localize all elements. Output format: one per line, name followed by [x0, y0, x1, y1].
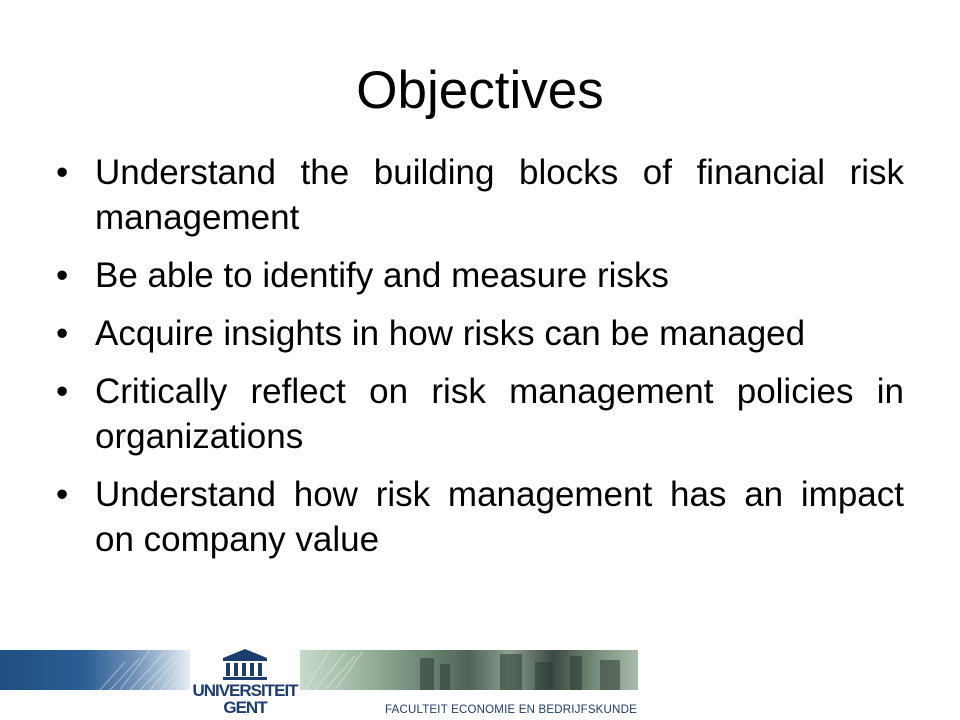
bullet-text: Acquire insights in how risks can be man…	[95, 314, 806, 353]
banner-photo-left	[0, 650, 190, 690]
bullet-text: Be able to identify and measure risks	[95, 256, 669, 295]
bullet-symbol: •	[56, 372, 69, 411]
bullet-text: Critically reflect on risk management po…	[95, 372, 904, 456]
bullet-item: • Critically reflect on risk management …	[56, 369, 904, 459]
bullet-item: • Be able to identify and measure risks	[56, 253, 904, 298]
bullet-list: • Understand the building blocks of fina…	[56, 150, 904, 575]
bullet-symbol: •	[56, 314, 69, 353]
bullet-item: • Acquire insights in how risks can be m…	[56, 311, 904, 356]
bullet-symbol: •	[56, 153, 69, 192]
university-logo: UNIVERSITEIT GENT	[190, 648, 300, 720]
bullet-item: • Understand the building blocks of fina…	[56, 150, 904, 240]
bullet-item: • Understand how risk management has an …	[56, 472, 904, 562]
university-name-line2: GENT	[223, 698, 267, 717]
bullet-symbol: •	[56, 256, 69, 295]
university-name-line1: UNIVERSITEIT	[192, 681, 298, 700]
banner-photo-right	[300, 650, 638, 690]
faculty-name: FACULTEIT ECONOMIE EN BEDRIJFSKUNDE	[385, 704, 637, 716]
bullet-symbol: •	[56, 475, 69, 514]
university-building-icon	[223, 649, 267, 680]
bullet-text: Understand the building blocks of financ…	[95, 153, 904, 237]
slide-title: Objectives	[356, 61, 604, 120]
bullet-text: Understand how risk management has an im…	[95, 475, 904, 559]
footer-banner: UNIVERSITEIT GENT FACULTEIT ECONOMIE EN …	[0, 648, 960, 720]
